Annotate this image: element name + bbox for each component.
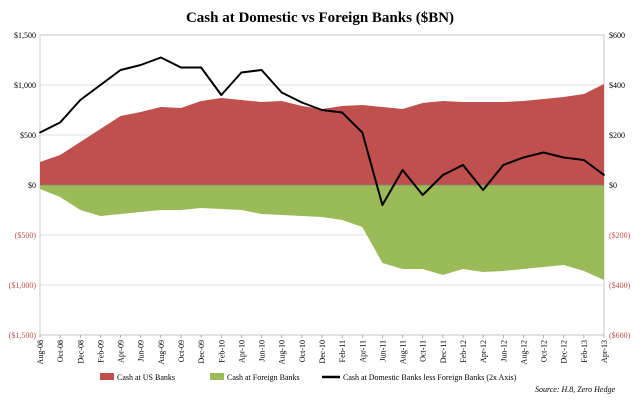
x-tick-label: Jun-12 <box>499 340 508 362</box>
x-tick-label: Oct-09 <box>177 340 186 362</box>
line-point <box>401 169 404 171</box>
x-tick-label: Feb-10 <box>217 340 226 363</box>
legend-label: Cash at US Banks <box>117 373 175 382</box>
x-tick-label: Aug-09 <box>157 340 166 364</box>
y-left-tick-label: $1,500 <box>14 31 36 40</box>
line-point <box>341 111 343 114</box>
x-tick-label: Aug-10 <box>278 340 287 364</box>
y-left-tick-label: $500 <box>20 131 36 140</box>
x-tick-label: Aug-12 <box>519 340 528 364</box>
y-left-tick-label: $1,000 <box>14 81 36 90</box>
x-tick-label: Feb-09 <box>96 340 105 363</box>
x-tick-label: Feb-11 <box>338 340 347 362</box>
x-tick-label: Apr-09 <box>117 340 126 363</box>
line-point <box>502 164 505 166</box>
x-tick-label: Jun-09 <box>137 340 146 362</box>
line-point <box>301 101 303 104</box>
y-right-tick-label: $200 <box>609 131 625 140</box>
x-tick-label: Apr-12 <box>479 340 488 363</box>
line-point <box>381 204 384 206</box>
line-point <box>240 71 243 74</box>
x-tick-label: Dec-12 <box>560 340 569 364</box>
x-tick-label: Oct-08 <box>56 340 65 362</box>
x-tick-label: Aug-11 <box>399 340 408 364</box>
y-left-tick-label: $0 <box>28 181 36 190</box>
legend: Cash at US Banks Cash at Foreign Banks Cas… <box>100 373 517 382</box>
chart-title: Cash at Domestic vs Foreign Banks ($BN) <box>186 10 454 26</box>
line-point <box>99 84 102 86</box>
x-tick-label: Feb-12 <box>459 340 468 363</box>
line-point <box>361 131 364 134</box>
line-point <box>180 66 182 69</box>
x-tick-label: Aug-08 <box>36 340 45 364</box>
line-point <box>79 99 82 101</box>
line-point <box>583 159 585 161</box>
line-point <box>482 189 484 191</box>
legend-swatch <box>100 373 114 380</box>
y-left-tick-label: ($1,000) <box>9 281 37 290</box>
lines <box>39 56 605 206</box>
line-point <box>200 66 203 69</box>
line-point <box>260 69 263 71</box>
line-point <box>522 156 525 159</box>
x-tick-label: Dec-08 <box>76 340 85 364</box>
line-point <box>321 109 323 111</box>
x-tick-label: Jun-11 <box>378 340 387 361</box>
x-tick-label: Oct-10 <box>298 340 307 362</box>
y-right-tick-label: ($400) <box>609 281 631 290</box>
line-point <box>421 194 424 196</box>
area-cash-at-us-banks <box>40 84 604 185</box>
x-tick-label: Jun-10 <box>258 340 267 362</box>
y-left-tick-label: ($500) <box>15 231 37 240</box>
x-tick-label: Dec-11 <box>439 340 448 363</box>
axes: $1,500 $1,000 $500 $0 ($500) ($1,000) ($1,500)… <box>9 31 631 364</box>
x-tick-label: Dec-10 <box>318 340 327 364</box>
areas <box>40 84 604 280</box>
legend-label: Cash at Domestic Banks less Foreign Bank… <box>343 373 517 382</box>
y-left-tick-label: ($1,500) <box>9 331 37 340</box>
y-right-tick-label: ($600) <box>609 331 631 340</box>
x-tick-label: Oct-12 <box>540 340 549 362</box>
x-tick-label: Apr-11 <box>358 340 367 363</box>
legend-label: Cash at Foreign Banks <box>227 373 300 382</box>
x-tick-label: Oct-11 <box>419 340 428 362</box>
x-tick-label: Apr-13 <box>600 340 609 363</box>
line-point <box>119 69 122 71</box>
line-point <box>139 64 142 66</box>
line-point <box>462 164 464 166</box>
x-tick-label: Dec-09 <box>197 340 206 364</box>
line-point <box>39 131 41 134</box>
y-right-tick-label: $400 <box>609 81 625 90</box>
line-point <box>220 94 223 96</box>
line-point <box>280 91 283 94</box>
y-right-tick-label: $0 <box>609 181 617 190</box>
line-point <box>442 174 444 176</box>
area-cash-at-foreign-banks <box>40 185 604 280</box>
source-note: Source: H.8, Zero Hedge <box>535 385 616 394</box>
line-point <box>542 151 545 154</box>
legend-swatch <box>210 373 224 380</box>
line-point <box>160 56 162 59</box>
line-point <box>603 174 605 176</box>
y-right-tick-label: ($200) <box>609 231 631 240</box>
x-tick-label: Apr-10 <box>237 340 246 363</box>
x-tick-label: Feb-13 <box>580 340 589 363</box>
line-point <box>562 156 565 159</box>
y-right-tick-label: $600 <box>609 31 625 40</box>
line-point <box>59 121 61 124</box>
